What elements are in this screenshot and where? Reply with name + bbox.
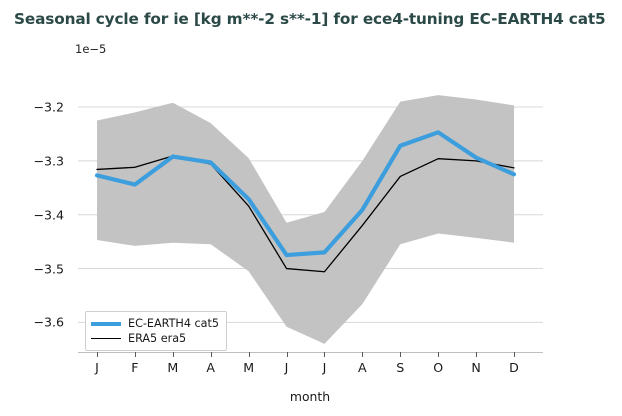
model-line-ec-earth4 (94, 130, 517, 258)
x-axis-tick-label: A (206, 360, 216, 375)
x-axis-tick-mark (400, 352, 402, 357)
plot-area (78, 72, 543, 352)
y-axis-tick-label: −3.2 (33, 99, 64, 115)
x-axis-tick-label: F (131, 360, 139, 375)
x-axis-tick-mark (514, 352, 515, 357)
spread-band (97, 95, 514, 344)
y-axis-tick-label: −3.4 (33, 207, 64, 223)
x-axis-tick-mark (286, 352, 288, 357)
y-axis-tick-label: −3.3 (33, 153, 64, 169)
chart-legend: EC-EARTH4 cat5 ERA5 era5 (85, 311, 228, 351)
x-axis-tick-mark (362, 352, 364, 357)
y-axis-offset-label: 1e−5 (75, 42, 107, 56)
legend-label-reference: ERA5 era5 (128, 332, 187, 345)
legend-item-model: EC-EARTH4 cat5 (91, 316, 219, 331)
plot-svg (78, 95, 543, 344)
x-axis-tick-label: J (284, 360, 289, 375)
x-axis-tick-mark (172, 352, 174, 357)
x-axis-tick-label: J (322, 360, 327, 375)
legend-swatch-blue-line-icon (91, 321, 121, 326)
x-axis-tick-label: M (243, 360, 255, 375)
x-axis-tick-mark (134, 352, 136, 357)
x-axis-tick-label: A (358, 360, 367, 375)
x-axis-tick-label: J (95, 360, 99, 375)
x-axis-tick-label: S (396, 360, 405, 375)
x-axis-tick-mark (210, 352, 212, 357)
x-axis-tick-label: M (167, 360, 179, 375)
x-axis-tick-mark (476, 352, 478, 357)
legend-item-reference: ERA5 era5 (91, 331, 219, 346)
legend-swatch-black-line-icon (91, 338, 121, 339)
legend-label-model: EC-EARTH4 cat5 (128, 317, 220, 330)
x-axis-tick-mark (438, 352, 440, 357)
x-axis-tick-label: D (509, 360, 519, 375)
x-axis-tick-label: O (433, 360, 444, 375)
x-axis-tick-mark (97, 352, 98, 357)
reference-line-era5 (96, 155, 515, 273)
y-axis-tick-label: −3.6 (33, 314, 64, 330)
y-axis-tick-labels: −3.2 −3.3 −3.4 −3.5 −3.6 (0, 0, 72, 416)
x-axis-label: month (289, 389, 331, 404)
x-axis-tick-mark (324, 352, 326, 357)
x-axis-tick-mark (248, 352, 250, 357)
x-axis-line (78, 352, 543, 353)
x-axis-tick-label: N (471, 360, 481, 375)
y-axis-tick-label: −3.5 (33, 261, 64, 277)
chart-title: Seasonal cycle for ie [kg m**-2 s**-1] f… (14, 10, 606, 28)
